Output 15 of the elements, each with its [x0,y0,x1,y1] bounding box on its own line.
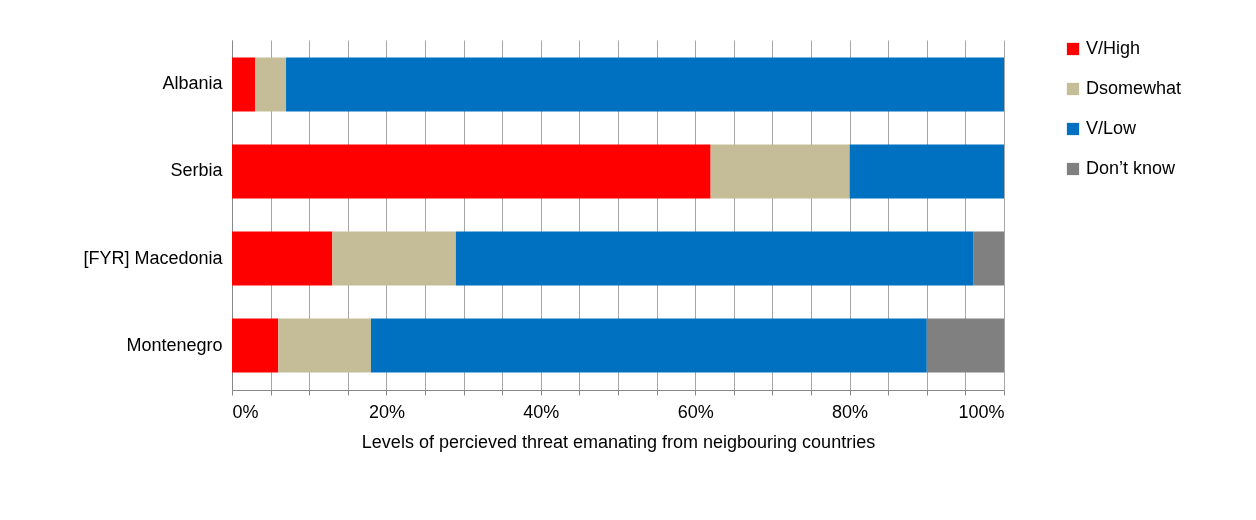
y-tick-label: Serbia [170,160,224,181]
y-tick-label: Albania [162,73,224,94]
x-tick-label: 100% [958,401,1005,422]
y-tick-label: [FYR] Macedonia [83,247,224,268]
x-tick-label: 40% [523,401,560,422]
x-tick-label: 80% [832,401,869,422]
legend-label: V/High [1086,38,1141,58]
x-tick-label: 60% [677,401,714,422]
legend-label: V/Low [1086,118,1138,138]
legend-label: Don’t know [1086,158,1177,178]
y-tick-label: Montenegro [126,334,223,355]
x-tick-label: 0% [232,401,259,422]
x-tick-label: 20% [368,401,405,422]
x-axis-title: Levels of percieved threat emanating from neigbouring countries [361,431,876,452]
legend-label: Dsomewhat [1086,78,1182,98]
